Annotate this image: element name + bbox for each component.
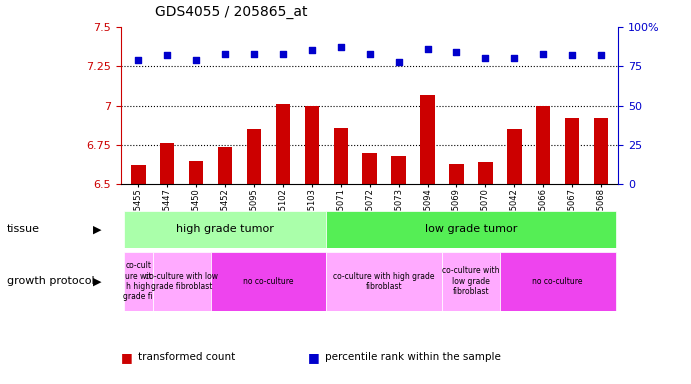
Point	[480, 55, 491, 61]
Text: transformed count: transformed count	[138, 352, 236, 362]
Bar	[153, 252, 211, 311]
Text: GDS4055 / 205865_at: GDS4055 / 205865_at	[155, 5, 308, 19]
Text: co-culture with high grade
fibroblast: co-culture with high grade fibroblast	[333, 271, 435, 291]
Bar	[334, 127, 348, 184]
Point	[364, 51, 375, 57]
Bar	[500, 252, 616, 311]
Point	[538, 51, 549, 57]
Point	[306, 48, 317, 54]
Bar	[124, 252, 153, 311]
Point	[277, 51, 288, 57]
Point	[191, 57, 202, 63]
Text: co-culture with low
grade fibroblast: co-culture with low grade fibroblast	[145, 271, 218, 291]
Point	[249, 51, 260, 57]
Point	[451, 49, 462, 55]
Bar	[565, 118, 579, 184]
Bar	[420, 94, 435, 184]
Bar	[478, 162, 493, 184]
Bar	[594, 118, 608, 184]
Bar	[305, 106, 319, 184]
Bar	[536, 106, 551, 184]
Point	[422, 46, 433, 52]
Text: ▶: ▶	[93, 276, 102, 286]
Bar	[247, 129, 261, 184]
Point	[335, 44, 346, 50]
Text: tissue: tissue	[7, 224, 40, 235]
Bar	[507, 129, 522, 184]
Bar	[449, 164, 464, 184]
Point	[162, 52, 173, 58]
Bar	[131, 166, 146, 184]
Point	[567, 52, 578, 58]
Bar	[391, 156, 406, 184]
Bar	[189, 161, 203, 184]
Bar	[326, 211, 616, 248]
Text: ■: ■	[121, 351, 133, 364]
Point	[393, 58, 404, 65]
Text: high grade tumor: high grade tumor	[176, 224, 274, 235]
Point	[596, 52, 607, 58]
Bar	[160, 143, 174, 184]
Point	[509, 55, 520, 61]
Text: low grade tumor: low grade tumor	[425, 224, 517, 235]
Bar	[326, 252, 442, 311]
Bar	[363, 153, 377, 184]
Text: no co-culture: no co-culture	[243, 277, 294, 286]
Bar	[276, 104, 290, 184]
Text: ■: ■	[307, 351, 319, 364]
Text: no co-culture: no co-culture	[533, 277, 583, 286]
Text: co-cult
ure wit
h high
grade fi: co-cult ure wit h high grade fi	[124, 261, 153, 301]
Text: growth protocol: growth protocol	[7, 276, 95, 286]
Bar	[218, 147, 232, 184]
Point	[220, 51, 231, 57]
Text: ▶: ▶	[93, 224, 102, 235]
Text: co-culture with
low grade
fibroblast: co-culture with low grade fibroblast	[442, 266, 500, 296]
Bar	[442, 252, 500, 311]
Bar	[211, 252, 326, 311]
Point	[133, 57, 144, 63]
Text: percentile rank within the sample: percentile rank within the sample	[325, 352, 501, 362]
Bar	[124, 211, 326, 248]
